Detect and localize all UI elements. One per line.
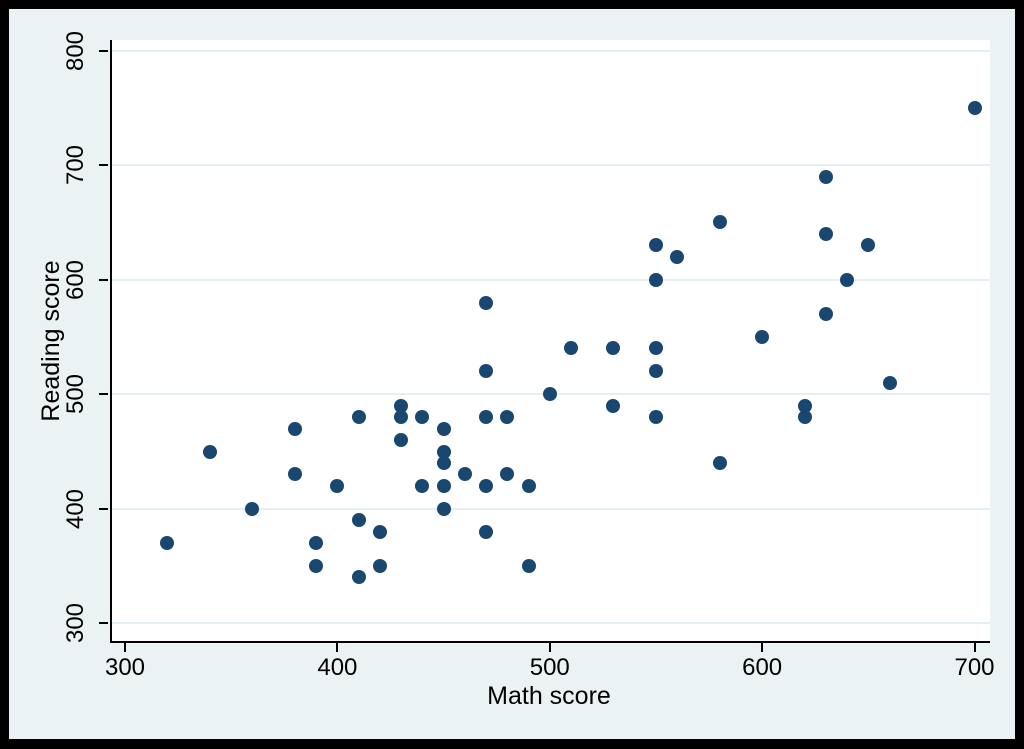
x-tick bbox=[124, 643, 126, 652]
gridline bbox=[112, 507, 990, 510]
data-point bbox=[797, 398, 812, 413]
data-point bbox=[309, 559, 324, 574]
data-point bbox=[648, 410, 663, 425]
y-tick-label: 800 bbox=[62, 30, 89, 71]
data-point bbox=[436, 421, 451, 436]
x-tick-label: 500 bbox=[529, 654, 570, 681]
y-tick-label: 400 bbox=[62, 488, 89, 529]
data-point bbox=[818, 169, 833, 184]
y-tick-label: 700 bbox=[62, 145, 89, 186]
data-point bbox=[479, 295, 494, 310]
y-tick bbox=[99, 622, 108, 625]
data-point bbox=[457, 467, 472, 482]
y-axis-title: Reading score bbox=[37, 260, 65, 422]
y-tick-label: 600 bbox=[62, 259, 89, 300]
gridline bbox=[112, 278, 990, 281]
data-point bbox=[245, 501, 260, 516]
data-point bbox=[479, 478, 494, 493]
data-point bbox=[372, 524, 387, 539]
x-tick bbox=[973, 643, 976, 652]
data-point bbox=[351, 410, 366, 425]
data-point bbox=[436, 444, 451, 459]
x-tick-label: 600 bbox=[742, 654, 783, 681]
y-tick bbox=[99, 164, 108, 167]
data-point bbox=[648, 238, 663, 253]
data-point bbox=[861, 238, 876, 253]
data-point bbox=[436, 478, 451, 493]
gridline bbox=[112, 164, 990, 167]
data-point bbox=[755, 330, 770, 344]
data-point bbox=[882, 375, 897, 390]
data-point bbox=[436, 455, 451, 470]
x-tick bbox=[336, 643, 339, 652]
data-point bbox=[670, 249, 685, 264]
data-point bbox=[818, 307, 833, 322]
y-tick bbox=[99, 507, 108, 510]
data-point bbox=[415, 478, 430, 493]
data-point bbox=[372, 559, 387, 574]
data-point bbox=[479, 524, 494, 539]
data-point bbox=[287, 421, 302, 436]
data-point bbox=[202, 444, 217, 459]
data-point bbox=[563, 341, 578, 356]
y-tick-label: 300 bbox=[62, 603, 89, 644]
data-point bbox=[309, 536, 324, 551]
data-point bbox=[394, 433, 409, 448]
data-point bbox=[967, 100, 982, 115]
data-point bbox=[606, 341, 621, 356]
data-point bbox=[797, 410, 812, 425]
data-point bbox=[479, 410, 494, 425]
data-point bbox=[394, 398, 409, 413]
data-point bbox=[351, 513, 366, 528]
x-tick-label: 400 bbox=[317, 654, 358, 681]
data-point bbox=[542, 387, 557, 402]
y-tick-label: 500 bbox=[62, 374, 89, 415]
data-point bbox=[330, 478, 345, 493]
x-tick-label: 700 bbox=[954, 654, 995, 681]
data-point bbox=[648, 341, 663, 356]
data-point bbox=[287, 467, 302, 482]
plot-area bbox=[110, 40, 990, 643]
data-point bbox=[394, 410, 409, 425]
data-point bbox=[648, 364, 663, 379]
data-point bbox=[606, 398, 621, 413]
data-point bbox=[648, 272, 663, 287]
y-tick bbox=[99, 49, 108, 52]
data-point bbox=[415, 410, 430, 425]
y-tick bbox=[99, 393, 108, 396]
data-point bbox=[712, 215, 727, 230]
x-tick-label: 300 bbox=[104, 654, 146, 681]
data-point bbox=[500, 467, 515, 482]
y-tick bbox=[99, 278, 108, 281]
data-point bbox=[436, 501, 451, 516]
data-point bbox=[500, 410, 515, 425]
data-point bbox=[840, 272, 855, 287]
data-point bbox=[351, 570, 366, 585]
gridline bbox=[112, 622, 990, 625]
data-point bbox=[521, 559, 536, 574]
x-tick bbox=[548, 643, 551, 652]
gridline bbox=[112, 49, 990, 52]
data-point bbox=[521, 478, 536, 493]
x-axis-title: Math score bbox=[487, 682, 611, 710]
data-point bbox=[160, 536, 175, 551]
data-point bbox=[712, 455, 727, 470]
data-point bbox=[818, 226, 833, 241]
data-point bbox=[479, 364, 494, 379]
x-tick bbox=[761, 643, 764, 652]
